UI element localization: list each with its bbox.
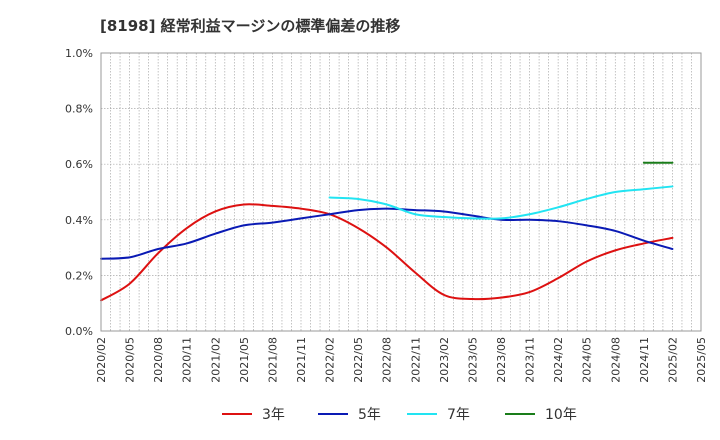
legend-label: 3年 [262,407,285,423]
y-tick-label: 0.8% [65,103,93,116]
legend-label: 7年 [447,407,470,423]
series-lines [100,161,674,302]
x-tick-label: 2025/05 [695,337,708,383]
legend-label: 5年 [358,407,381,423]
y-axis: 0.0% 0.2% 0.4% 0.6% 0.8% 1.0% [65,47,93,338]
y-tick-label: 0.6% [65,158,93,171]
y-tick-label: 0.4% [65,214,93,227]
x-tick-label: 2020/08 [152,337,165,383]
x-tick-label: 2022/05 [352,337,365,383]
x-tick-label: 2021/11 [295,337,308,383]
x-tick-label: 2022/08 [381,337,394,383]
x-axis: 2020/02 2020/05 2020/08 2020/11 2021/02 2021/… [95,337,708,383]
plot-frame [100,52,702,332]
x-tick-label: 2024/08 [609,337,622,383]
y-tick-label: 1.0% [65,47,93,60]
y-tick-label: 0.0% [65,325,93,338]
x-tick-label: 2021/05 [238,337,251,383]
x-tick-label: 2025/02 [666,337,679,383]
x-tick-label: 2021/08 [266,337,279,383]
x-tick-label: 2023/02 [438,337,451,383]
chart-title: [8198] 経常利益マージンの標準偏差の推移 [100,17,400,35]
y-tick-label: 0.2% [65,269,93,282]
legend: 3年 5年 7年 10年 [222,407,577,423]
x-tick-label: 2021/02 [209,337,222,383]
x-tick-label: 2020/11 [181,337,194,383]
x-tick-label: 2023/11 [524,337,537,383]
series-line-0 [100,203,674,302]
grid [101,53,701,331]
series-line-2 [328,185,674,220]
x-tick-label: 2023/08 [495,337,508,383]
x-tick-label: 2022/11 [409,337,422,383]
x-tick-label: 2023/05 [466,337,479,383]
x-tick-label: 2024/11 [638,337,651,383]
x-tick-label: 2022/02 [324,337,337,383]
x-tick-label: 2020/05 [124,337,137,383]
x-tick-label: 2024/02 [552,337,565,383]
x-tick-label: 2020/02 [95,337,108,383]
series-line-1 [100,207,674,260]
legend-label: 10年 [545,407,577,423]
x-tick-label: 2024/05 [581,337,594,383]
